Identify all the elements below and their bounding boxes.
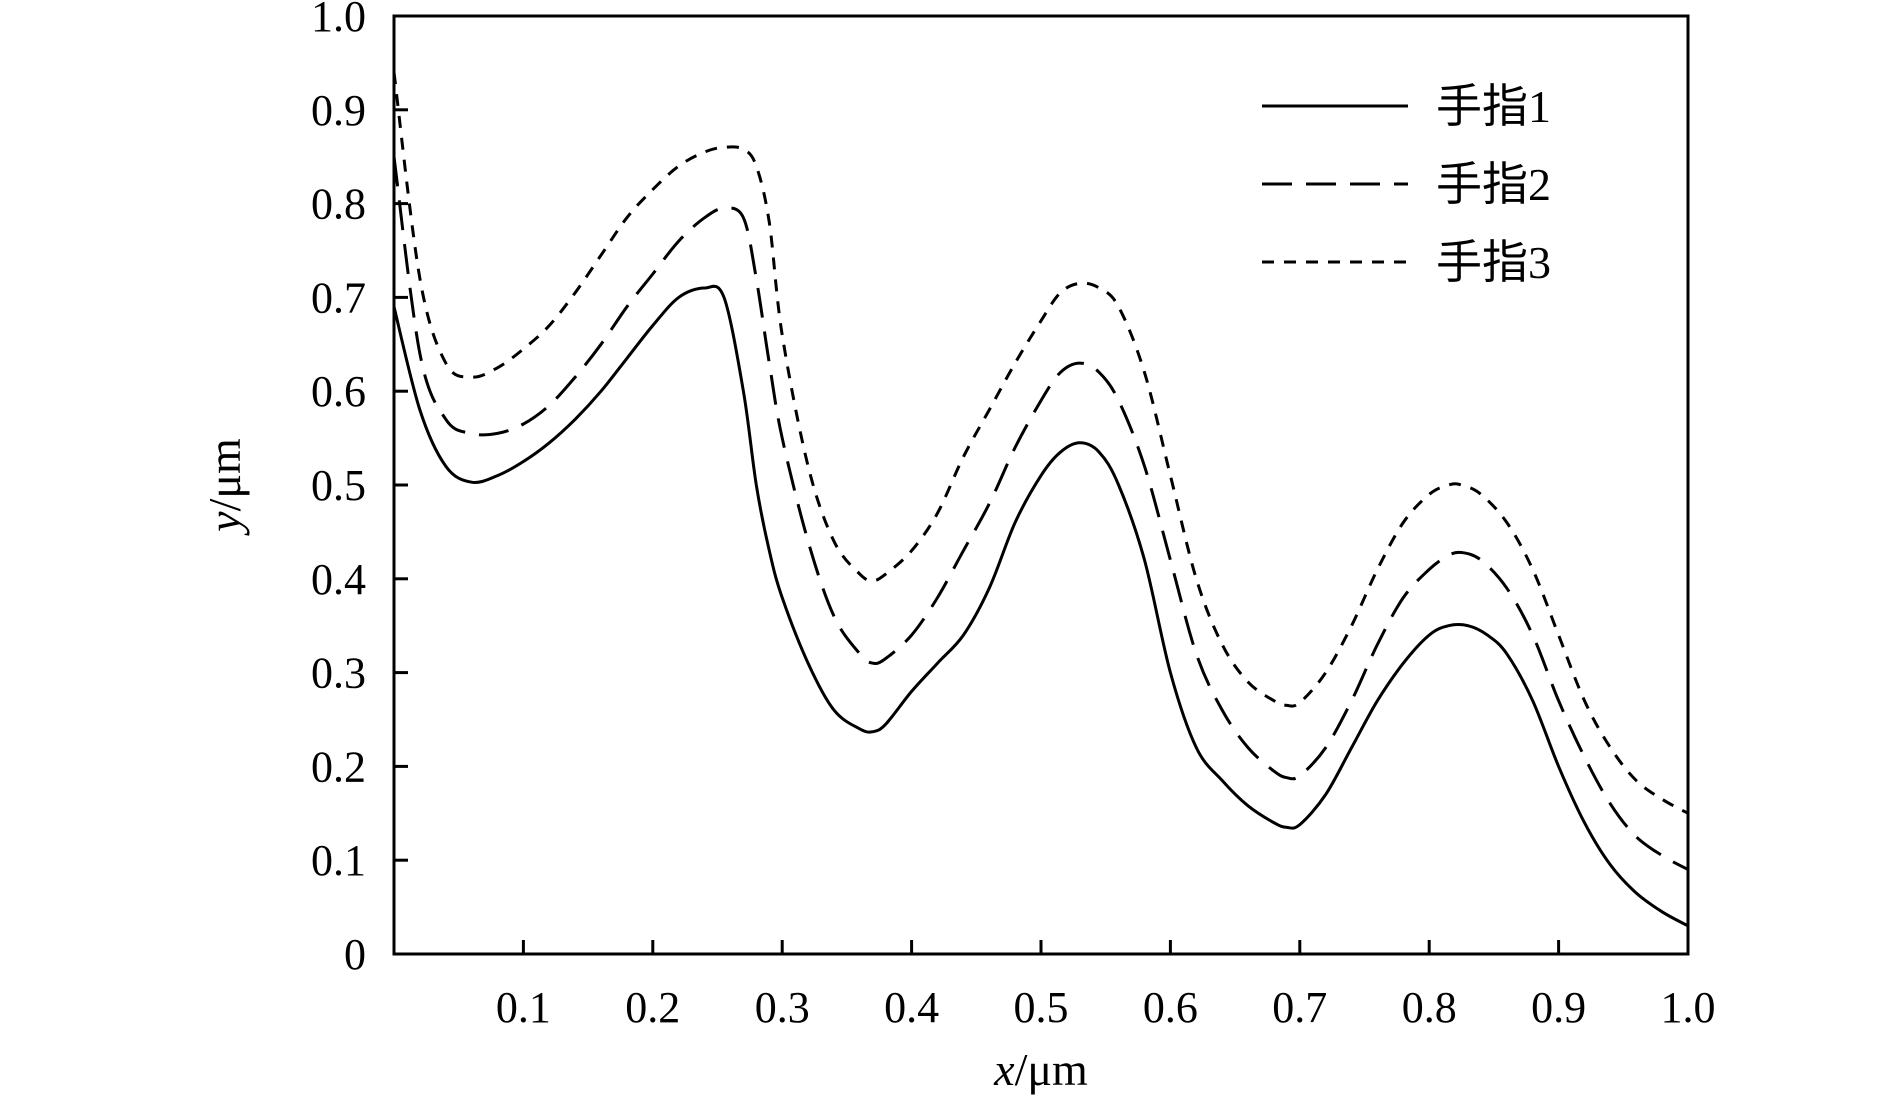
x-tick-label: 0.5 [1014, 983, 1069, 1032]
legend-label: 手指1 [1436, 81, 1551, 132]
x-tick-label: 0.3 [755, 983, 810, 1032]
series-layer [392, 72, 1689, 928]
x-axis-title-unit: /μm [1015, 1044, 1088, 1095]
x-tick-label: 0.8 [1402, 983, 1457, 1032]
y-tick-label: 0.1 [311, 836, 366, 885]
legend-item-2: 手指2 [1262, 159, 1551, 210]
y-axis-title-unit: /μm [199, 438, 250, 511]
series-line-1 [392, 284, 1689, 928]
y-tick-label: 0.7 [311, 273, 366, 322]
series-line-3 [392, 72, 1689, 815]
ticks-layer: 0.1 0.2 0.3 0.4 0.5 0.6 0.7 0.8 0.9 1.0 0 0.1 0.2 0.3… [311, 0, 1716, 1032]
y-tick-label: 1.0 [311, 0, 366, 41]
x-tick-label: 0.6 [1143, 983, 1198, 1032]
y-tick-label: 0.2 [311, 742, 366, 791]
x-tick-label: 0.9 [1531, 983, 1586, 1032]
x-tick-label: 1.0 [1661, 983, 1716, 1032]
y-tick-label: 0 [344, 930, 366, 979]
legend-label: 手指3 [1436, 237, 1551, 288]
y-tick-label: 0.6 [311, 367, 366, 416]
x-axis-title-var: x [993, 1044, 1015, 1095]
y-axis-title-var: y [199, 511, 250, 536]
y-tick-label: 0.9 [311, 86, 366, 135]
y-tick-label: 0.8 [311, 180, 366, 229]
x-axis-title: x/μm [993, 1044, 1088, 1095]
legend-item-3: 手指3 [1262, 237, 1551, 288]
y-tick-label: 0.4 [311, 555, 366, 604]
x-tick-label: 0.7 [1272, 983, 1327, 1032]
x-tick-label: 0.1 [496, 983, 551, 1032]
legend-item-1: 手指1 [1262, 81, 1551, 132]
x-tick-label: 0.4 [884, 983, 939, 1032]
x-tick-label: 0.2 [625, 983, 680, 1032]
y-tick-label: 0.3 [311, 649, 366, 698]
legend-label: 手指2 [1436, 159, 1551, 210]
legend: 手指1 手指2 手指3 [1262, 81, 1551, 288]
y-axis-title: y/μm [199, 438, 250, 536]
series-line-2 [392, 156, 1689, 871]
y-tick-label: 0.5 [311, 461, 366, 510]
